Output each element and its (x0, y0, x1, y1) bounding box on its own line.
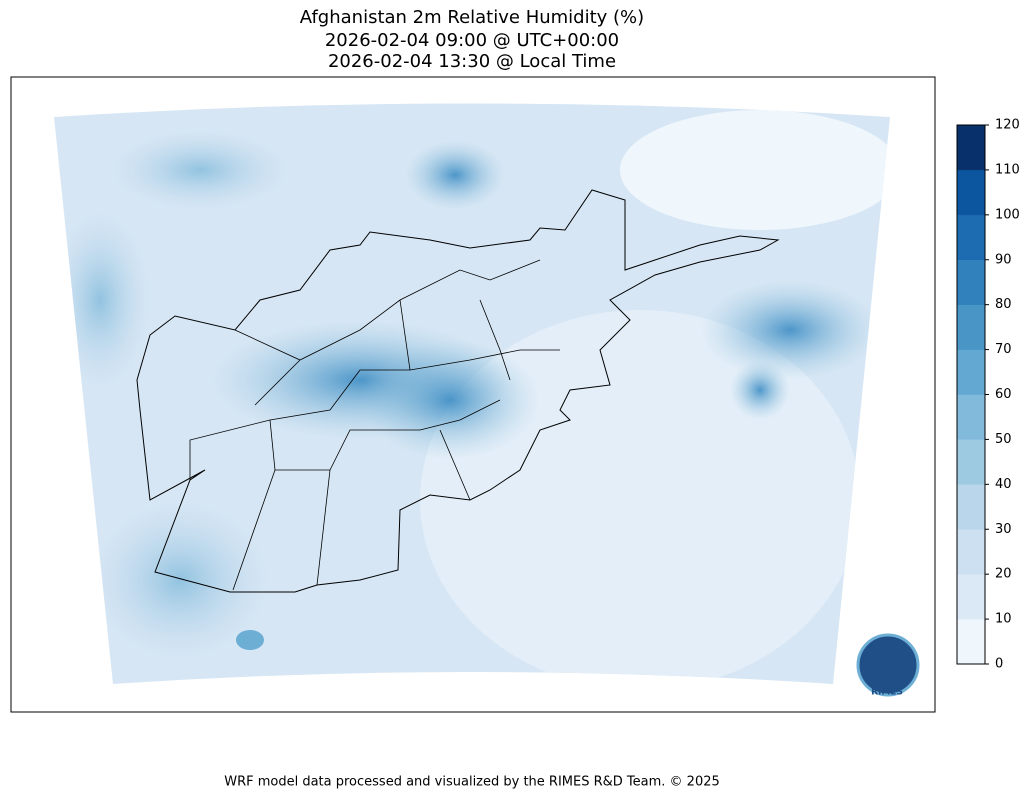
colorbar-level (956, 214, 986, 260)
title-line: 2026-02-04 13:30 @ Local Time (328, 51, 616, 72)
field-area (236, 630, 264, 650)
title-line: 2026-02-04 09:00 @ UTC+00:00 (325, 30, 619, 51)
field-area (90, 500, 270, 660)
colorbar-tick-label: 60 (995, 387, 1012, 402)
field-area (405, 140, 505, 210)
colorbar-tick-label: 100 (995, 207, 1020, 222)
colorbar-level (956, 259, 986, 305)
colorbar-level (956, 394, 986, 440)
colorbar-tick-label: 20 (995, 567, 1012, 582)
colorbar-tick-label: 10 (995, 612, 1012, 627)
colorbar-tick-label: 120 (995, 118, 1020, 133)
province-border (189, 259, 560, 591)
colorbar-level (956, 439, 986, 485)
colorbar-tick-label: 50 (995, 432, 1012, 447)
colorbar-level (956, 529, 986, 575)
colorbar-tick-label: 90 (995, 252, 1012, 267)
field-area (110, 130, 290, 210)
field-area (700, 280, 880, 380)
colorbar-level (956, 484, 986, 530)
colorbar-tick-label: 70 (995, 342, 1012, 357)
colorbar-level (956, 349, 986, 395)
title-line: Afghanistan 2m Relative Humidity (%) (300, 7, 644, 28)
map-field (54, 103, 890, 684)
logo-text: RIMES (871, 688, 903, 698)
colorbar-level (956, 304, 986, 350)
footer: WRF model data processed and visualized … (224, 775, 720, 790)
field-area (620, 110, 890, 230)
colorbar-tick-label: 110 (995, 162, 1020, 177)
field-area (730, 360, 790, 420)
colorbar-tick-label: 0 (995, 657, 1003, 672)
colorbar-level (956, 124, 986, 171)
colorbar-tick-label: 80 (995, 297, 1012, 312)
colorbar-tick-label: 40 (995, 477, 1012, 492)
field-area (360, 340, 540, 460)
colorbar-level (956, 618, 986, 665)
colorbar: 0 10 20 30 40 50 60 70 80 90 100 110 120 (956, 118, 1020, 672)
country-border (136, 189, 780, 593)
colorbar-level (956, 169, 986, 216)
colorbar-level (956, 573, 986, 620)
colorbar-tick-label: 30 (995, 522, 1012, 537)
logo: RIMES (856, 633, 920, 698)
logo-circle (856, 633, 920, 697)
